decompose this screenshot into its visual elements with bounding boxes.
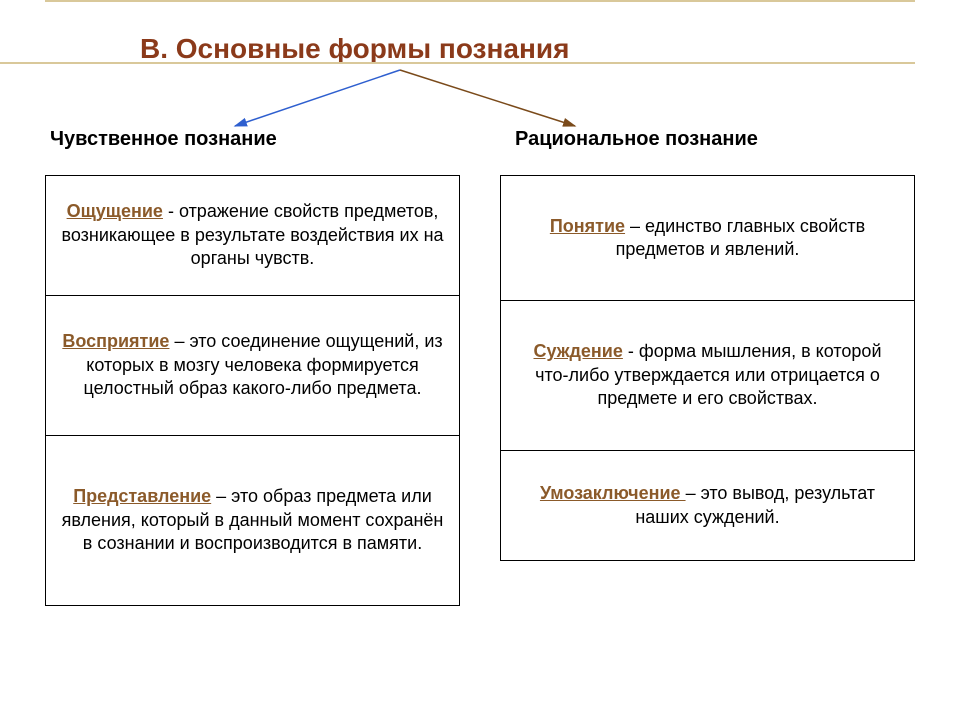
table-row: Ощущение - отражение свойств предметов, … bbox=[46, 176, 460, 296]
table-row: Представление – это образ предмета или я… bbox=[46, 436, 460, 606]
arrow-right bbox=[400, 70, 575, 126]
right-column: Понятие – единство главных свойств предм… bbox=[500, 175, 915, 606]
subtitle-sensory: Чувственное познание bbox=[50, 128, 277, 151]
subtitle-rational: Рациональное познание bbox=[515, 128, 758, 151]
term-concept: Понятие bbox=[550, 216, 625, 236]
table-row: Понятие – единство главных свойств предм… bbox=[501, 176, 915, 301]
left-column: Ощущение - отражение свойств предметов, … bbox=[45, 175, 460, 606]
term-inference: Умозаключение bbox=[540, 483, 686, 503]
decorative-line-top bbox=[45, 0, 915, 2]
def-concept: – единство главных свойств предметов и я… bbox=[616, 216, 866, 259]
term-sensation: Ощущение bbox=[67, 201, 163, 221]
table-row: Умозаключение – это вывод, результат наш… bbox=[501, 451, 915, 561]
arrow-left bbox=[235, 70, 400, 126]
decorative-line-bottom bbox=[0, 62, 915, 64]
term-representation: Представление bbox=[73, 486, 211, 506]
table-row: Восприятие – это соединение ощущений, из… bbox=[46, 296, 460, 436]
page-title: В. Основные формы познания bbox=[45, 30, 915, 65]
term-judgment: Суждение bbox=[534, 341, 623, 361]
term-perception: Восприятие bbox=[62, 331, 169, 351]
tables-container: Ощущение - отражение свойств предметов, … bbox=[45, 175, 915, 606]
sensory-table: Ощущение - отражение свойств предметов, … bbox=[45, 175, 460, 606]
rational-table: Понятие – единство главных свойств предм… bbox=[500, 175, 915, 561]
table-row: Суждение - форма мышления, в которой что… bbox=[501, 301, 915, 451]
